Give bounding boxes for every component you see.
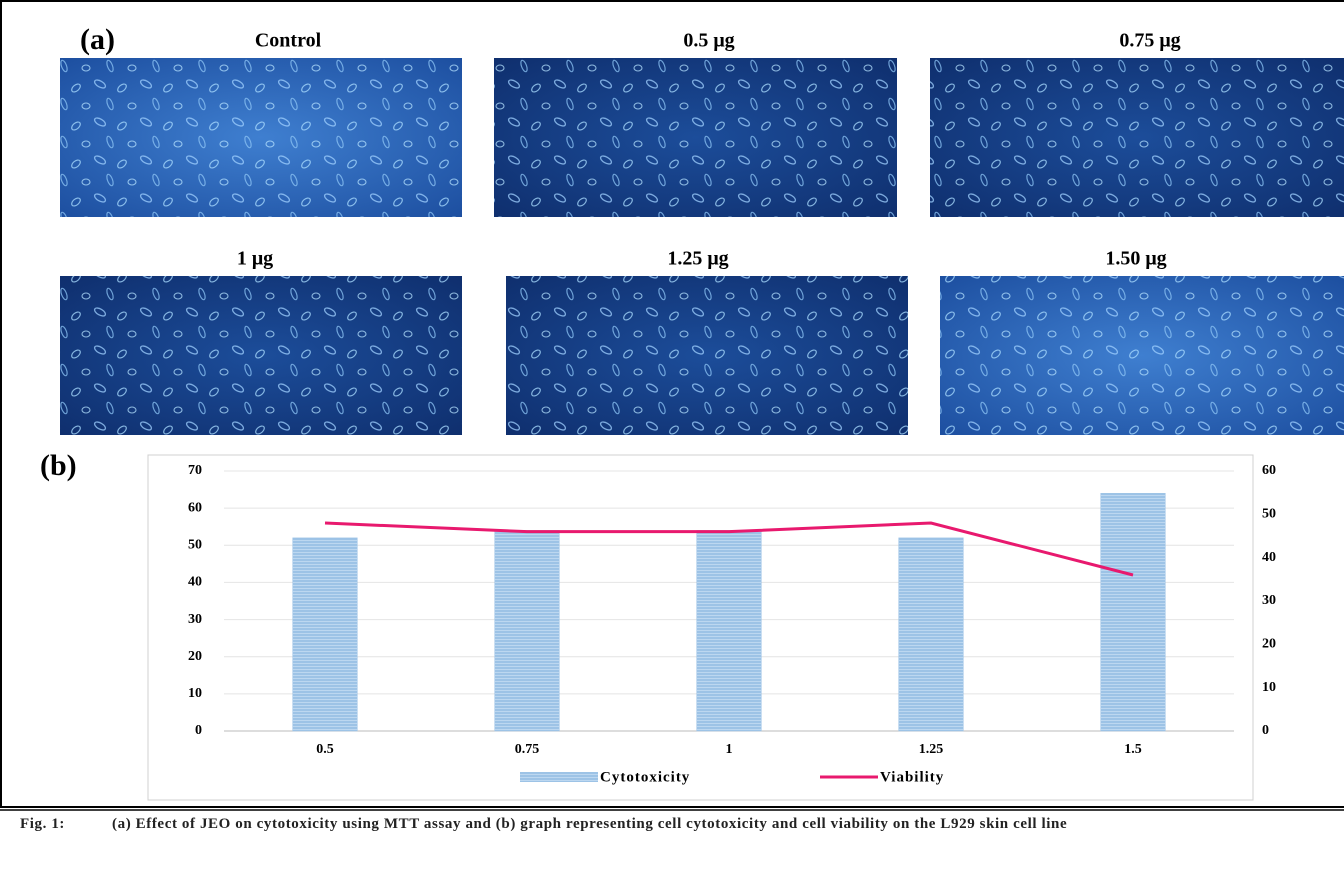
- y-tick-label: 0: [195, 723, 202, 738]
- y-tick-label: 50: [188, 538, 202, 553]
- page: (a) (b) Control 0.5 μg 0.75 μg 1 μg 1.25 μg 1…: [0, 0, 1344, 895]
- y-tick-label: 20: [188, 649, 202, 664]
- panel-label: (b): [40, 449, 77, 482]
- y2-tick-label: 30: [1262, 593, 1276, 608]
- image-label: 1.50 μg: [1105, 248, 1166, 270]
- y2-tick-label: 10: [1262, 680, 1276, 695]
- cell-texture: [506, 276, 908, 435]
- legend-label: Cytotoxicity: [600, 769, 690, 785]
- y-tick-label: 10: [188, 686, 202, 701]
- y2-tick-label: 20: [1262, 637, 1276, 652]
- image-label: 0.75 μg: [1119, 30, 1180, 52]
- cell-texture: [60, 58, 462, 217]
- bar: [697, 530, 762, 731]
- caption-label: Fig. 1:: [20, 814, 65, 834]
- image-label: 1.25 μg: [667, 248, 728, 270]
- bar: [899, 538, 964, 731]
- cell-texture: [494, 58, 897, 217]
- bar: [293, 538, 358, 731]
- bar: [495, 530, 560, 731]
- y-tick-label: 70: [188, 463, 202, 478]
- x-tick-label: 1.25: [919, 742, 944, 757]
- image-label: 1 μg: [237, 248, 273, 270]
- figure: (a) (b) Control 0.5 μg 0.75 μg 1 μg 1.25 μg 1…: [0, 0, 1344, 812]
- x-tick-label: 0.5: [316, 742, 334, 757]
- y2-tick-label: 0: [1262, 723, 1269, 738]
- cell-texture: [940, 276, 1344, 435]
- x-tick-label: 0.75: [515, 742, 540, 757]
- cell-texture: [60, 276, 462, 435]
- y2-tick-label: 50: [1262, 507, 1276, 522]
- image-label: 0.5 μg: [683, 30, 734, 52]
- y2-tick-label: 60: [1262, 463, 1276, 478]
- x-tick-label: 1: [726, 742, 733, 757]
- image-label: Control: [255, 30, 322, 52]
- caption-text: (a) Effect of JEO on cytotoxicity using …: [112, 814, 1338, 834]
- legend-label: Viability: [880, 769, 944, 785]
- panel-label: (a): [80, 23, 115, 56]
- legend-swatch: [520, 772, 598, 782]
- y-tick-label: 40: [188, 575, 202, 590]
- y-tick-label: 60: [188, 500, 202, 515]
- cell-texture: [930, 58, 1344, 217]
- y-tick-label: 30: [188, 612, 202, 627]
- x-tick-label: 1.5: [1124, 742, 1142, 757]
- y2-tick-label: 40: [1262, 550, 1276, 565]
- bar: [1101, 493, 1166, 731]
